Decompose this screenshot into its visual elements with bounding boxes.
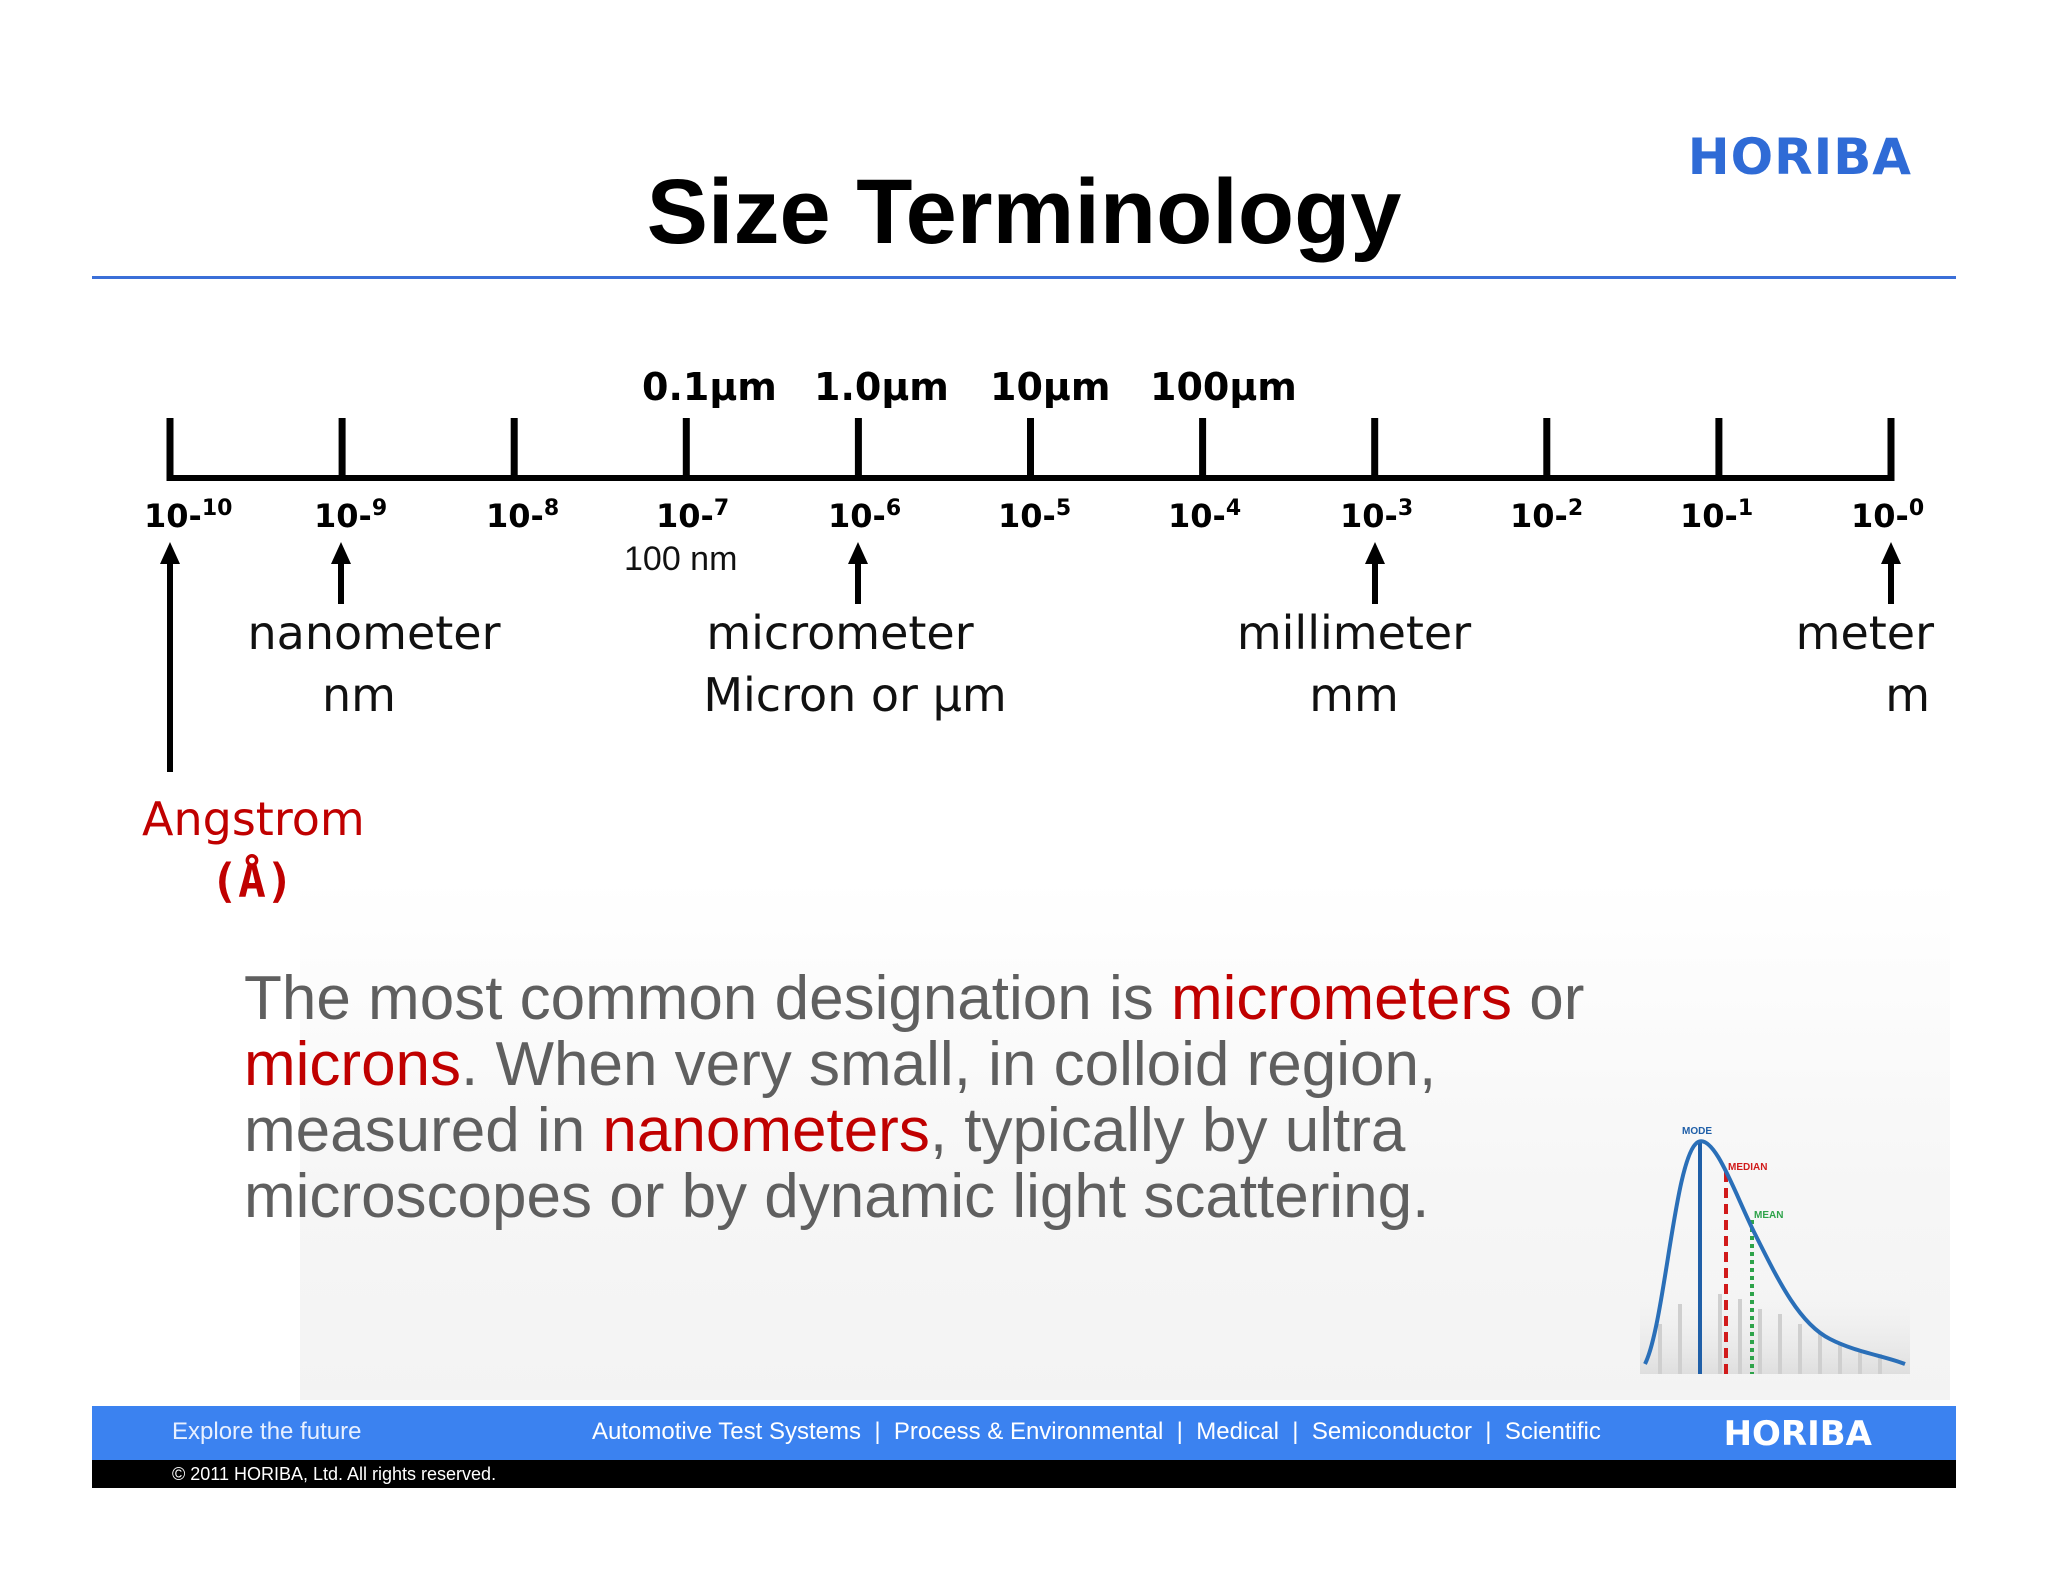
millimeter-arrow	[1365, 542, 1385, 604]
unit-angstrom-name: Angstrom	[142, 792, 365, 846]
page-title: Size Terminology	[646, 161, 1402, 263]
title-rule	[92, 276, 1956, 279]
unit-millimeter-name: millimeter	[1236, 606, 1472, 660]
distribution-curve	[1643, 1139, 1906, 1366]
tick-label-e8: 10-8	[486, 496, 559, 535]
micrometer-arrow	[848, 542, 868, 604]
footer-bar: Explore the future Automotive Test Syste…	[92, 1406, 1956, 1460]
unit-micrometer-abbr: Micron or µm	[703, 668, 1007, 722]
note-100nm: 100 nm	[624, 540, 738, 578]
distribution-backdrop	[1640, 1264, 1910, 1374]
tick-label-e1: 10-1	[1680, 496, 1753, 535]
unit-nanometer: nanometer nm	[234, 602, 514, 726]
distribution-figure: MODE MEDIAN MEAN	[1640, 1126, 1910, 1374]
unit-angstrom-abbr: (Å)	[210, 854, 294, 908]
nanometer-arrow	[331, 542, 351, 604]
mean-label: MEAN	[1754, 1210, 1783, 1221]
label-100um: 100µm	[1150, 365, 1297, 409]
copyright-bar: © 2011 HORIBA, Ltd. All rights reserved.	[92, 1460, 1956, 1488]
unit-micrometer: micrometer Micron or µm	[690, 602, 1020, 726]
unit-micrometer-name: micrometer	[706, 606, 974, 660]
unit-arrows	[160, 542, 1901, 772]
mode-label: MODE	[1682, 1126, 1712, 1137]
unit-millimeter-abbr: mm	[1309, 668, 1399, 722]
highlight-micrometers: micrometers	[1170, 964, 1513, 1033]
angstrom-arrow	[160, 542, 180, 772]
micron-labels: 0.1µm 1.0µm 10µm 100µm	[642, 365, 1297, 409]
tick-label-e0: 10-0	[1851, 496, 1924, 535]
body-paragraph: The most common designation is micromete…	[244, 966, 1684, 1230]
scale-ticks	[166, 418, 1895, 481]
footer-brand-logo: HORIBA	[1723, 1414, 1872, 1454]
highlight-nanometers: nanometers	[602, 1096, 930, 1165]
unit-nanometer-abbr: nm	[322, 668, 396, 722]
unit-meter-abbr: m	[1885, 668, 1930, 722]
unit-nanometer-name: nanometer	[247, 606, 501, 660]
brand-logo: HORIBA	[1687, 128, 1912, 186]
body-text-4: , typically by ultra microscopes or by d…	[244, 1096, 1430, 1231]
median-label: MEDIAN	[1728, 1162, 1767, 1173]
unit-meter-name: meter	[1795, 606, 1934, 660]
footer-divisions: Automotive Test Systems | Process & Envi…	[592, 1418, 1601, 1445]
unit-meter: meter m	[1790, 602, 1950, 726]
body-text-1: The most common designation is	[244, 964, 1171, 1033]
tick-label-e4: 10-4	[1168, 496, 1241, 535]
label-10um: 10µm	[990, 365, 1110, 409]
tick-label-e2: 10-2	[1510, 496, 1583, 535]
tick-label-e10: 10-10	[144, 496, 232, 535]
tick-label-e6: 10-6	[828, 496, 901, 535]
body-text-3: . When very small, in colloid region, me…	[244, 1030, 1437, 1165]
highlight-microns: microns	[244, 1030, 462, 1099]
body-text-2: or	[1512, 964, 1585, 1033]
scale-tick-labels: 10-10 10-9 10-8 10-7 10-6 10-5 10-4 10-3…	[144, 496, 1924, 535]
unit-millimeter: millimeter mm	[1224, 602, 1484, 726]
unit-angstrom: Angstrom (Å)	[142, 788, 365, 912]
tick-label-e7: 10-7	[656, 496, 729, 535]
label-0-1um: 0.1µm	[642, 365, 777, 409]
tick-label-e5: 10-5	[998, 496, 1071, 535]
footer-tagline: Explore the future	[172, 1418, 362, 1445]
tick-label-e9: 10-9	[314, 496, 387, 535]
tick-label-e3: 10-3	[1340, 496, 1413, 535]
copyright-text: © 2011 HORIBA, Ltd. All rights reserved.	[172, 1464, 497, 1484]
label-1-0um: 1.0µm	[814, 365, 949, 409]
meter-arrow	[1881, 542, 1901, 604]
